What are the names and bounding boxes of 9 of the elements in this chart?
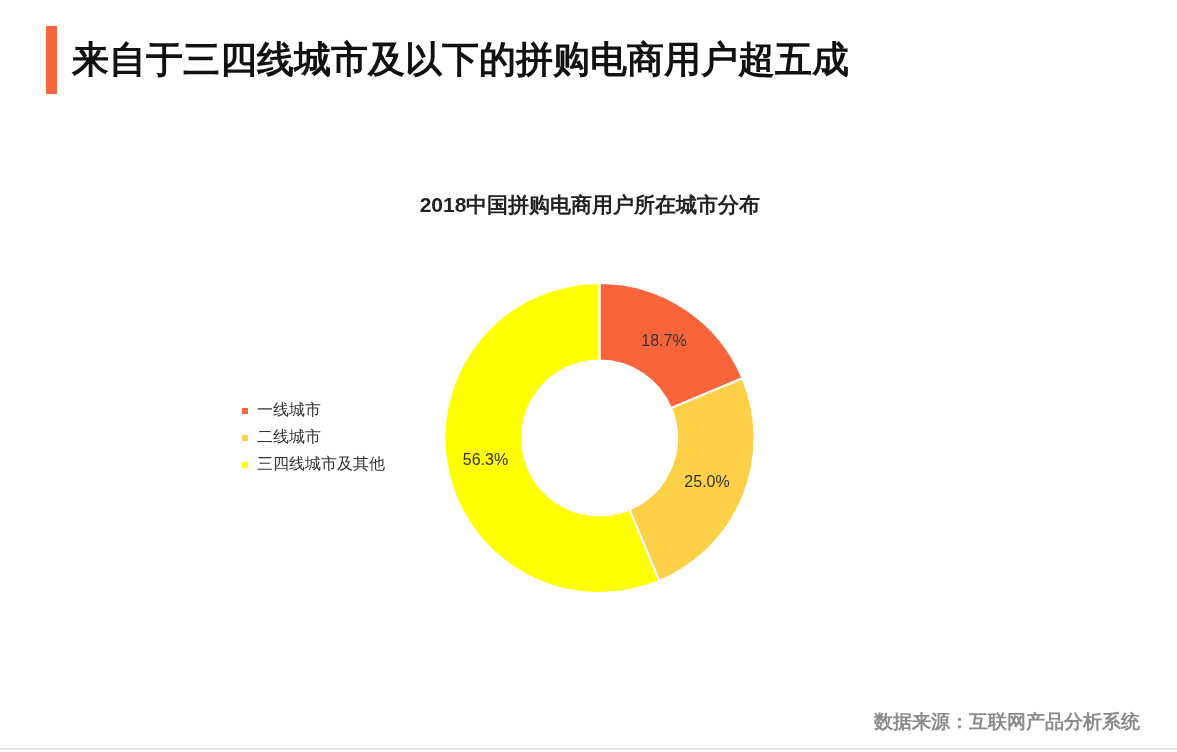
legend-label: 二线城市 [257, 428, 321, 446]
source-note: 数据来源：互联网产品分析系统 [874, 710, 1140, 734]
legend-label: 三四线城市及其他 [257, 455, 385, 473]
data-label: 18.7% [641, 331, 687, 349]
chart-subtitle: 2018中国拼购电商用户所在城市分布 [418, 192, 762, 218]
data-label: 56.3% [462, 451, 509, 469]
legend-label: 一线城市 [257, 401, 321, 419]
data-label: 25.0% [684, 472, 730, 490]
chart-title: 来自于三四线城市及以下的拼购电商用户超五成 [72, 38, 849, 82]
